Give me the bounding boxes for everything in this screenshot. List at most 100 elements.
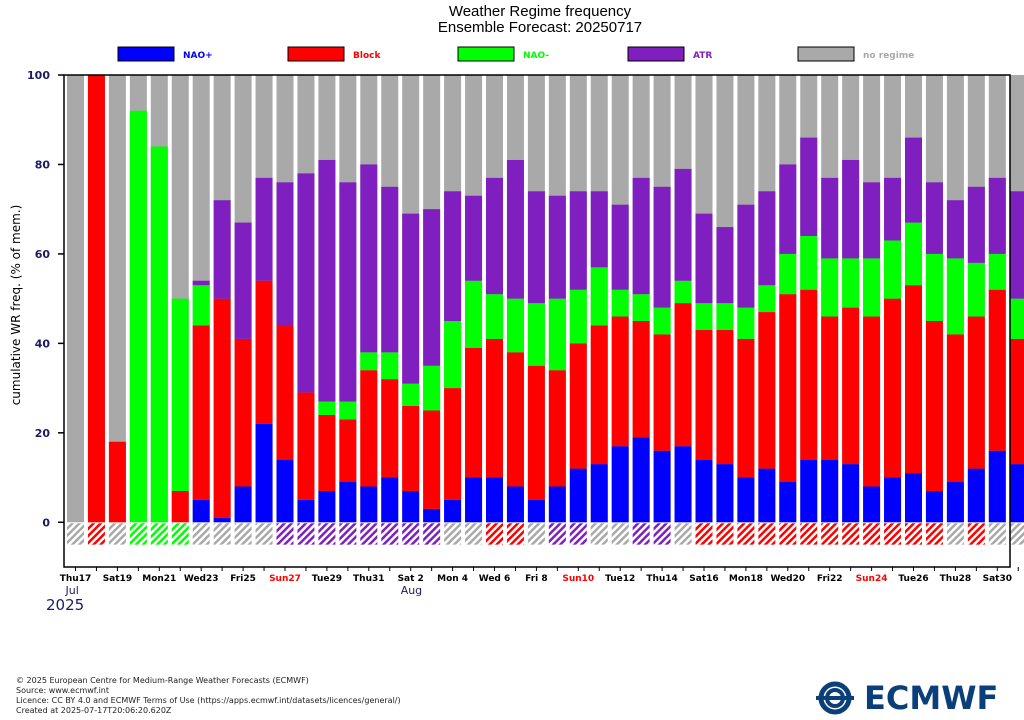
- legend-swatch-naominus: [457, 46, 515, 62]
- legend-label-atr: ATR: [693, 51, 712, 61]
- dominant-regime-marker-no-regime: [527, 523, 545, 545]
- bar-segment-atr: [632, 177, 650, 295]
- x-day-label: Sat16: [689, 574, 718, 584]
- bar-day-14: [360, 75, 378, 545]
- bar-segment-block: [988, 289, 1006, 451]
- bar-segment-block: [171, 490, 189, 523]
- bar-segment-naoplus: [590, 464, 608, 523]
- dominant-regime-marker-atr: [632, 523, 650, 545]
- legend-swatch-naoplus: [117, 46, 175, 62]
- bar-day-21: [506, 75, 524, 545]
- dominant-regime-marker-no-regime: [590, 523, 608, 545]
- bar-segment-naoplus: [716, 464, 734, 523]
- x-day-label: Fri25: [230, 574, 256, 584]
- bar-day-0: [67, 75, 84, 545]
- bar-segment-block: [87, 75, 105, 523]
- bar-segment-naoplus: [863, 486, 881, 523]
- bar-segment-atr: [444, 191, 462, 321]
- dominant-regime-marker-no-regime: [946, 523, 964, 545]
- bar-segment-atr: [569, 191, 587, 290]
- bar-day-34: [779, 75, 797, 545]
- bar-segment-naominus: [884, 240, 902, 299]
- bar-segment-naoplus: [297, 499, 315, 523]
- bar-segment-naominus: [946, 258, 964, 335]
- bar-day-41: [925, 75, 943, 545]
- y-tick-label: 20: [35, 427, 51, 440]
- bar-segment-naominus: [695, 303, 713, 330]
- dominant-regime-marker-atr: [381, 523, 399, 545]
- bar-day-31: [716, 75, 734, 545]
- bar-segment-naoplus: [192, 499, 210, 523]
- x-day-label: Mon18: [729, 574, 763, 584]
- bar-day-40: [905, 75, 922, 545]
- bar-segment-block: [234, 338, 252, 487]
- bar-segment-naoplus: [486, 477, 503, 523]
- created-text: Created at 2025-07-17T20:06:20.620Z: [16, 706, 172, 715]
- bar-segment-naoplus: [360, 486, 378, 523]
- bar-segment-naoplus: [1009, 464, 1024, 523]
- bar-day-9: [255, 75, 273, 545]
- bar-segment-atr: [967, 186, 985, 263]
- bar-segment-naominus: [465, 280, 483, 348]
- dominant-regime-marker-atr: [318, 523, 336, 545]
- bar-segment-naoplus: [674, 446, 692, 523]
- bar-segment-atr: [486, 177, 503, 295]
- bar-segment-naoplus: [444, 499, 462, 523]
- bar-segment-no-regime: [108, 75, 126, 523]
- bar-day-45: [1009, 75, 1024, 545]
- y-tick-label: 40: [35, 337, 51, 350]
- bar-segment-atr: [842, 159, 860, 259]
- bar-segment-atr: [297, 173, 315, 393]
- dominant-regime-marker-atr: [360, 523, 378, 545]
- bar-segment-naoplus: [506, 486, 524, 523]
- bar-segment-naoplus: [842, 464, 860, 523]
- bar-segment-naominus: [444, 321, 462, 389]
- bar-segment-naoplus: [527, 499, 545, 523]
- bar-segment-naoplus: [779, 482, 797, 523]
- bar-segment-naominus: [548, 298, 566, 371]
- dominant-regime-marker-no-regime: [465, 523, 483, 545]
- bar-segment-block: [863, 316, 881, 487]
- bar-day-29: [674, 75, 692, 545]
- y-axis-label: cumulative WR freq. (% of mem.): [9, 205, 23, 406]
- bar-segment-naominus: [611, 289, 629, 317]
- bar-segment-naominus: [506, 298, 524, 353]
- bar-segment-naominus: [905, 222, 922, 286]
- bar-segment-atr: [506, 159, 524, 299]
- bar-segment-naoplus: [967, 468, 985, 523]
- dominant-regime-marker-atr: [569, 523, 587, 545]
- bar-segment-naoplus: [465, 477, 483, 523]
- dominant-regime-marker-atr: [276, 523, 294, 545]
- bar-day-4: [150, 75, 168, 545]
- dominant-regime-marker-no-regime: [192, 523, 210, 545]
- bar-segment-block: [737, 338, 755, 478]
- bar-segment-atr: [611, 204, 629, 290]
- y-tick-label: 0: [42, 516, 50, 529]
- x-year-label: 2025: [46, 596, 84, 614]
- plot-area: [67, 75, 1024, 545]
- bar-day-3: [129, 75, 147, 545]
- bar-segment-naominus: [360, 352, 378, 371]
- ecmwf-logo-text: ECMWF: [864, 679, 999, 717]
- bar-segment-atr: [800, 137, 818, 237]
- plot-frame: [63, 74, 1011, 568]
- bar-segment-naoplus: [381, 477, 399, 523]
- bar-segment-atr: [884, 177, 902, 241]
- chart-title: Weather Regime frequency: [449, 3, 632, 20]
- x-day-label: Tue26: [898, 574, 928, 584]
- bar-segment-atr: [465, 195, 483, 281]
- bar-day-37: [842, 75, 860, 545]
- bar-segment-naoplus: [946, 482, 964, 523]
- dominant-regime-marker-block: [87, 523, 105, 545]
- bar-segment-naominus: [381, 352, 399, 380]
- bar-segment-block: [527, 365, 545, 500]
- bar-segment-block: [213, 298, 231, 518]
- bar-segment-atr: [192, 280, 210, 286]
- dominant-regime-marker-no-regime: [988, 523, 1006, 545]
- x-day-label: Sun24: [856, 574, 888, 584]
- bar-day-16: [402, 75, 420, 545]
- bar-day-26: [611, 75, 629, 545]
- bar-segment-naoplus: [800, 459, 818, 523]
- legend-swatch-no-regime: [797, 46, 855, 62]
- dominant-regime-marker-block: [863, 523, 881, 545]
